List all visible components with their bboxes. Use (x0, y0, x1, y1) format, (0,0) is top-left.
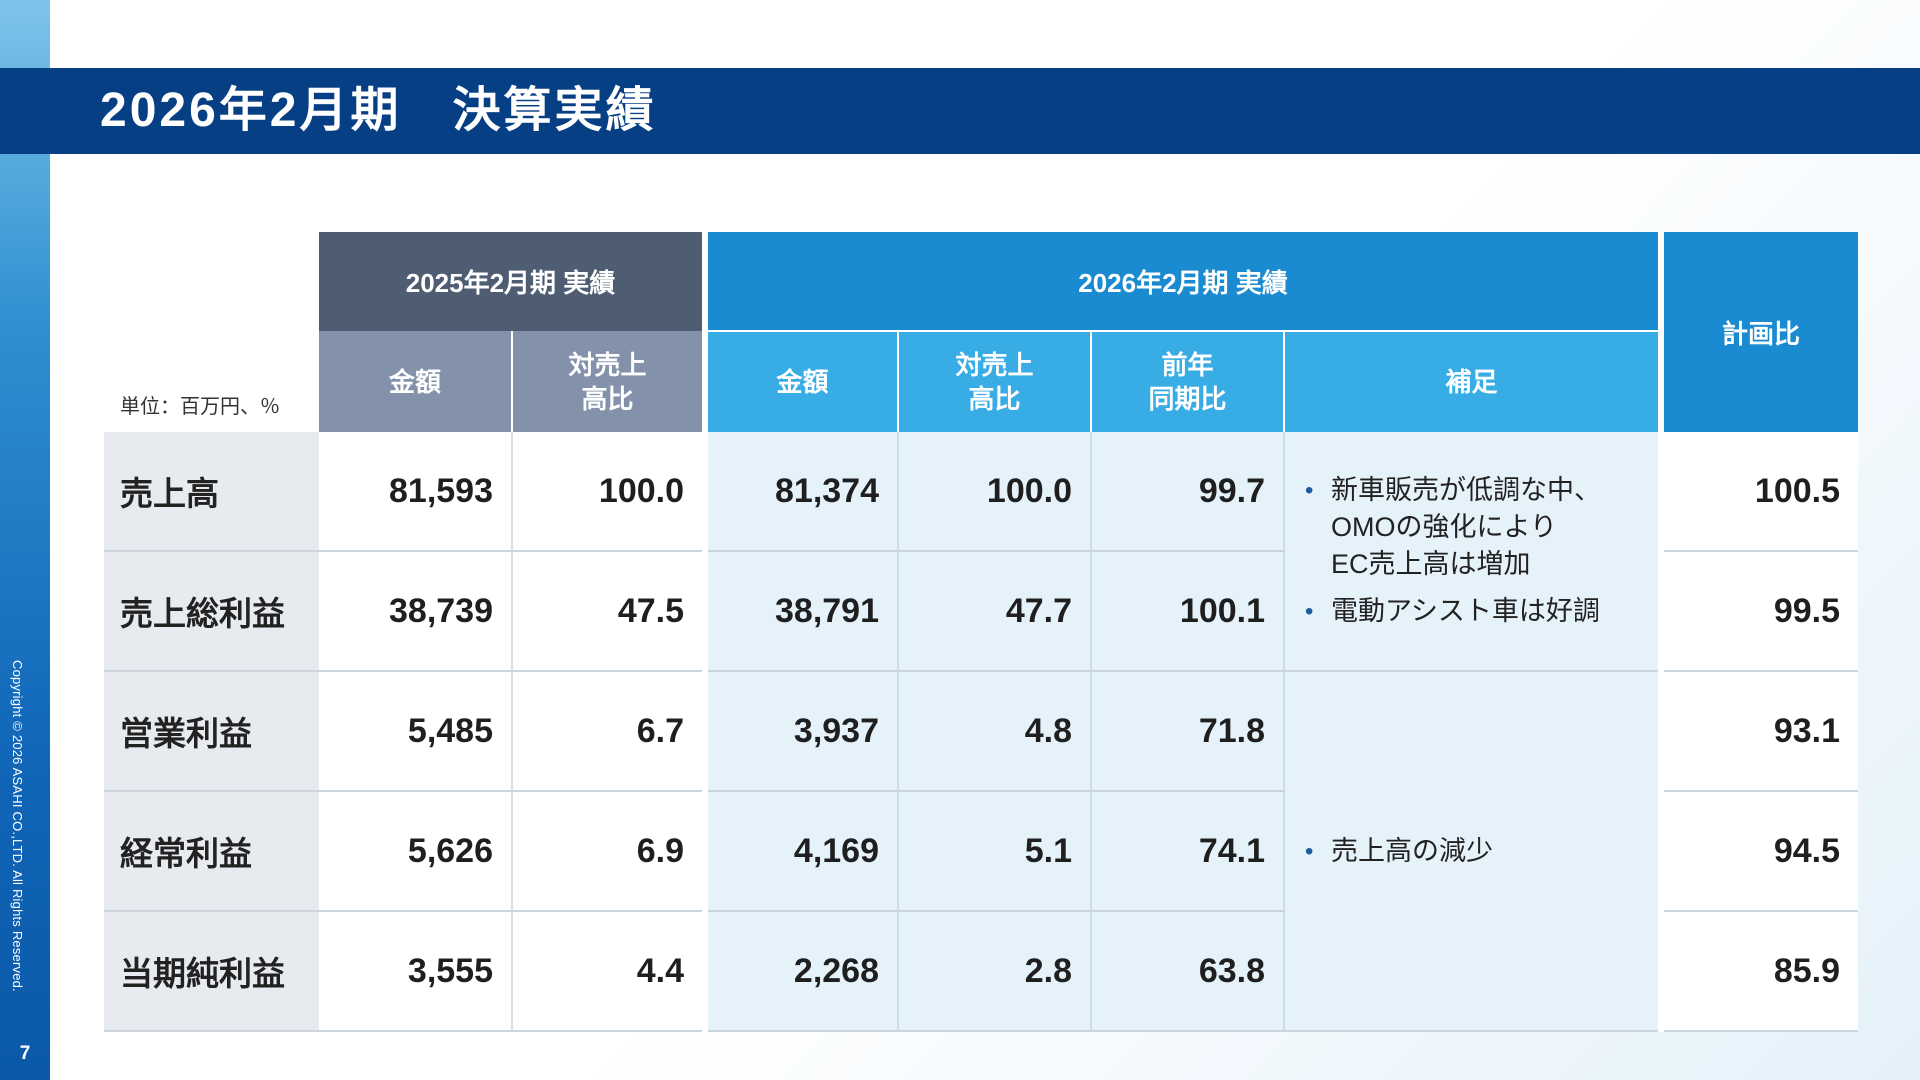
prev-ratio-cell: 100.0 (512, 432, 708, 552)
header-prev-period: 2025年2月期 実績 (319, 232, 708, 331)
header-cur-amount: 金額 (705, 331, 899, 432)
note-list: 売上高の減少 (1285, 833, 1658, 870)
note-cell-group2: 売上高の減少 (1284, 671, 1664, 1032)
cur-ratio-cell: 4.8 (898, 671, 1092, 792)
unit-label: 単位：百万円、％ (120, 396, 280, 418)
plan-ratio-cell: 85.9 (1661, 911, 1858, 1032)
yoy-cell: 63.8 (1091, 911, 1285, 1032)
page-title: 2026年2月期 決算実績 (100, 84, 657, 137)
table-row: 売上総利益 38,739 47.5 38,791 47.7 100.1 99.5 (104, 551, 1858, 672)
prev-amount-cell: 3,555 (319, 911, 513, 1032)
cur-ratio-cell: 5.1 (898, 791, 1092, 912)
yoy-cell: 74.1 (1091, 791, 1285, 912)
note-list: 新車販売が低調な中、 OMOの強化により EC売上高は増加 電動アシスト車は好調 (1285, 472, 1658, 630)
cur-amount-cell: 38,791 (705, 551, 899, 672)
yoy-cell: 99.7 (1091, 432, 1285, 552)
header-prev-sales-ratio: 対売上 高比 (512, 331, 708, 432)
page-number: 7 (19, 1043, 31, 1064)
yoy-cell: 100.1 (1091, 551, 1285, 672)
note-item: 電動アシスト車は好調 (1305, 593, 1648, 630)
cur-ratio-cell: 2.8 (898, 911, 1092, 1032)
prev-ratio-cell: 6.9 (512, 791, 708, 912)
prev-ratio-cell: 47.5 (512, 551, 708, 672)
header-prev-amount: 金額 (319, 331, 513, 432)
cur-amount-cell: 81,374 (705, 432, 899, 552)
plan-ratio-cell: 99.5 (1661, 551, 1858, 672)
title-band (0, 68, 1920, 154)
prev-amount-cell: 5,485 (319, 671, 513, 792)
header-cur-sales-ratio: 対売上 高比 (898, 331, 1092, 432)
prev-ratio-cell: 4.4 (512, 911, 708, 1032)
yoy-cell: 71.8 (1091, 671, 1285, 792)
prev-amount-cell: 38,739 (319, 551, 513, 672)
row-label: 売上高 (104, 432, 319, 552)
cur-amount-cell: 4,169 (705, 791, 899, 912)
cur-amount-cell: 2,268 (705, 911, 899, 1032)
results-table: 2025年2月期 実績 2026年2月期 実績 計画比 金額 対売上 高比 金額 … (104, 232, 1858, 1032)
header-cur-period: 2026年2月期 実績 (705, 232, 1664, 332)
row-label: 当期純利益 (104, 911, 319, 1032)
cur-ratio-cell: 100.0 (898, 432, 1092, 552)
table-row: 売上高 81,593 100.0 81,374 100.0 99.7 新車販売が… (104, 432, 1858, 672)
prev-amount-cell: 81,593 (319, 432, 513, 552)
prev-amount-cell: 5,626 (319, 791, 513, 912)
note-cell-group1: 新車販売が低調な中、 OMOの強化により EC売上高は増加 電動アシスト車は好調 (1284, 432, 1664, 672)
row-label: 経常利益 (104, 791, 319, 912)
table-row: 当期純利益 3,555 4.4 2,268 2.8 63.8 85.9 (104, 911, 1858, 1032)
prev-ratio-cell: 6.7 (512, 671, 708, 792)
note-item: 新車販売が低調な中、 OMOの強化により EC売上高は増加 (1305, 472, 1648, 583)
row-label: 営業利益 (104, 671, 319, 792)
plan-ratio-cell: 93.1 (1661, 671, 1858, 792)
table-row: 経常利益 5,626 6.9 4,169 5.1 74.1 94.5 (104, 791, 1858, 912)
copyright-notice: Copyright © 2026 ASAHI CO.,LTD. All Righ… (10, 660, 25, 992)
row-label: 売上総利益 (104, 551, 319, 672)
corner-cell-lower (104, 331, 319, 432)
table-row: 営業利益 5,485 6.7 3,937 4.8 71.8 売上高の減少 93.… (104, 671, 1858, 1032)
header-plan-ratio: 計画比 (1661, 232, 1858, 432)
plan-ratio-cell: 100.5 (1661, 432, 1858, 552)
corner-cell (104, 232, 319, 331)
note-item: 売上高の減少 (1305, 833, 1648, 870)
cur-ratio-cell: 47.7 (898, 551, 1092, 672)
plan-ratio-cell: 94.5 (1661, 791, 1858, 912)
side-accent-strip (0, 0, 50, 1080)
header-note: 補足 (1284, 331, 1664, 432)
cur-amount-cell: 3,937 (705, 671, 899, 792)
header-yoy: 前年 同期比 (1091, 331, 1285, 432)
